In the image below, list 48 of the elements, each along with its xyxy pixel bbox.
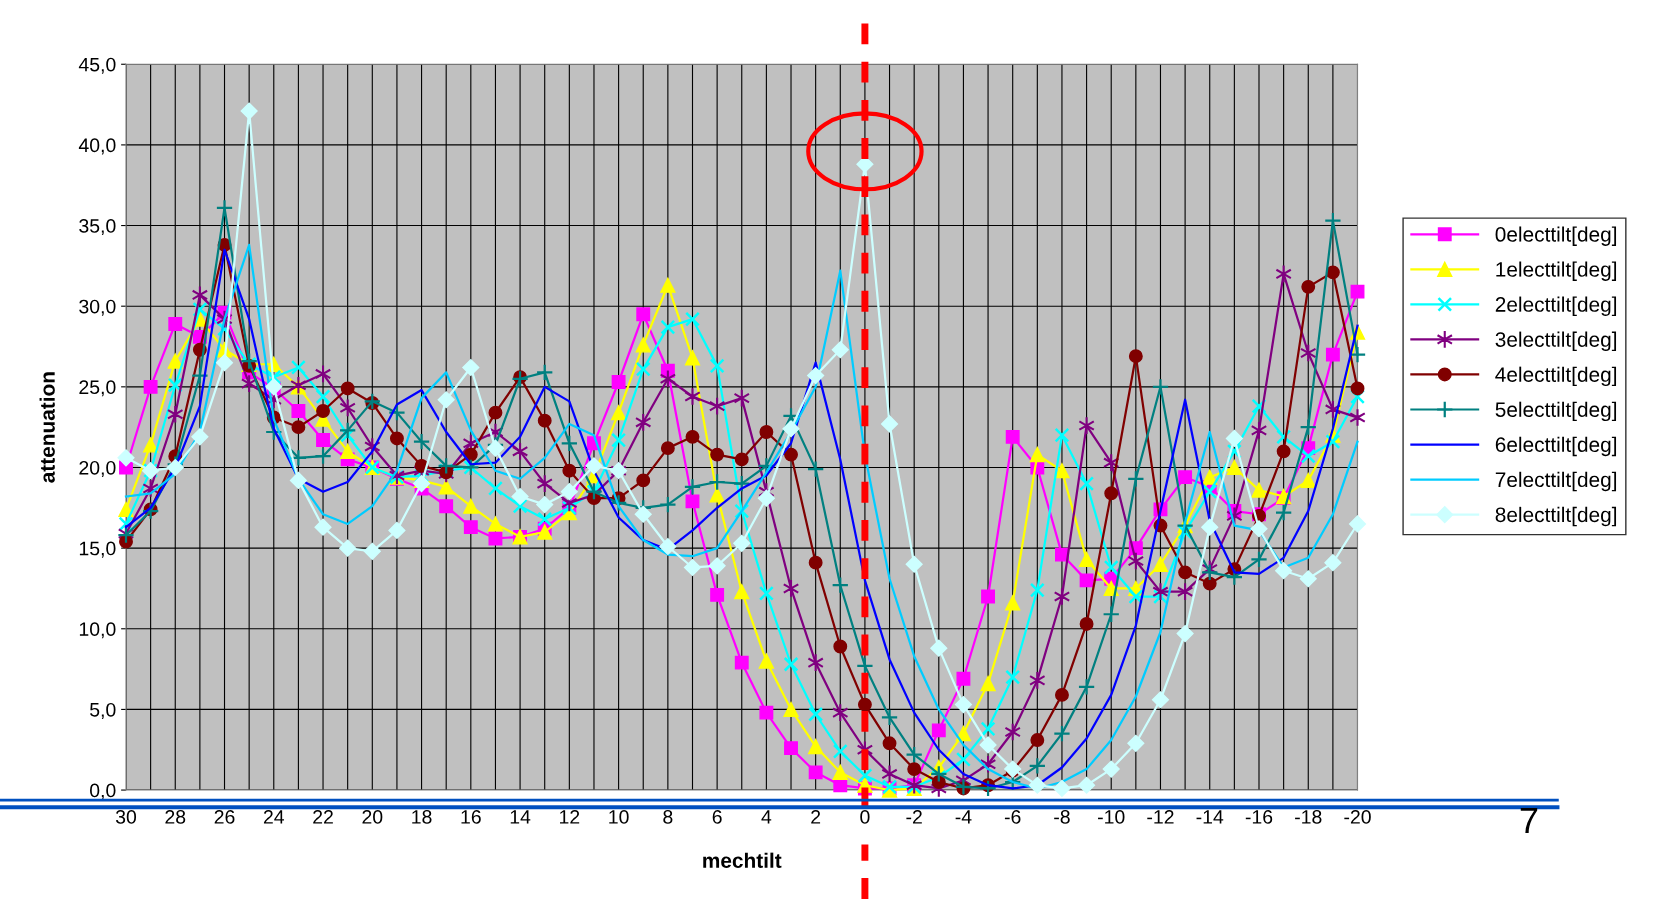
x-tick-label: -2: [906, 810, 922, 824]
legend-label: 5electtilt[deg]: [1495, 401, 1617, 422]
x-tick-label: 4: [761, 810, 772, 824]
x-tick-label: 16: [461, 810, 481, 824]
x-tick-label: -12: [1147, 810, 1174, 824]
x-tick-label: 24: [263, 810, 285, 824]
x-tick-label: 12: [560, 810, 580, 824]
y-tick-label: 15,0: [79, 541, 116, 558]
legend-label: 2electtilt[deg]: [1495, 296, 1617, 316]
y-tick-label: 20,0: [79, 460, 116, 478]
x-tick-label: 8: [663, 810, 673, 824]
x-tick-label: -20: [1344, 810, 1371, 824]
y-tick-label: 10,0: [79, 622, 116, 639]
x-tick-label: 6: [712, 810, 722, 824]
y-tick-label: 35,0: [79, 219, 116, 236]
legend-label: 6electtilt[deg]: [1495, 436, 1617, 457]
x-tick-label: -4: [955, 810, 972, 824]
x-axis-title: mechtilt: [703, 852, 782, 868]
x-tick-label: 0: [860, 810, 870, 824]
x-tick-label: 2: [811, 810, 821, 824]
x-tick-label: 20: [362, 810, 383, 824]
y-tick-label: 30,0: [79, 299, 116, 316]
legend-label: 1electtilt[deg]: [1496, 261, 1617, 281]
x-tick-label: -10: [1098, 810, 1125, 824]
y-tick-label: 45,0: [78, 57, 116, 74]
y-axis-title: attenuation: [39, 372, 55, 483]
y-tick-label: 25,0: [79, 380, 116, 397]
legend-label: 7electtilt[deg]: [1495, 471, 1617, 492]
x-tick-label: 30: [115, 810, 137, 824]
x-tick-label: -14: [1196, 810, 1224, 824]
legend-label: 8electtilt[deg]: [1495, 506, 1617, 527]
legend-label: 3electtilt[deg]: [1495, 331, 1617, 352]
legend-label: 0electtilt[deg]: [1495, 226, 1617, 246]
y-tick-label: 5,0: [90, 702, 116, 719]
x-tick-label: 22: [313, 810, 333, 824]
x-tick-label: -6: [1004, 810, 1021, 824]
x-tick-label: -8: [1054, 810, 1070, 824]
y-tick-label: 40,0: [78, 138, 116, 155]
x-tick-label: 18: [412, 810, 432, 824]
x-tick-label: 26: [214, 810, 235, 824]
legend-label: 4electtilt[deg]: [1495, 366, 1617, 387]
x-tick-label: 14: [510, 810, 531, 824]
x-tick-label: -18: [1295, 810, 1322, 824]
y-tick-label: 0,0: [90, 783, 116, 800]
text: 7: [1520, 808, 1538, 833]
x-tick-label: 28: [165, 810, 186, 824]
x-tick-label: -16: [1245, 810, 1273, 824]
x-tick-label: 10: [609, 810, 629, 824]
